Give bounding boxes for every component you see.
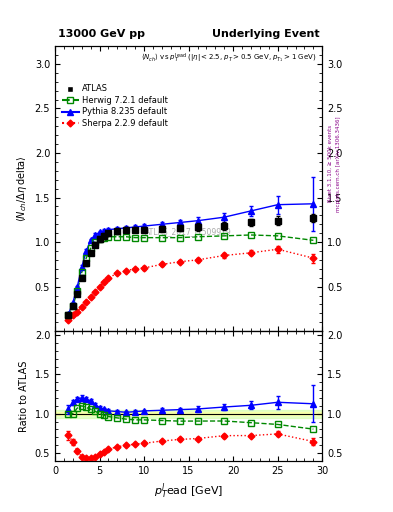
Text: Rivet 3.1.10, ≥ 500k events: Rivet 3.1.10, ≥ 500k events bbox=[328, 125, 333, 202]
X-axis label: $p_T^l$ead [GeV]: $p_T^l$ead [GeV] bbox=[154, 481, 223, 501]
Y-axis label: Ratio to ATLAS: Ratio to ATLAS bbox=[19, 360, 29, 432]
Bar bbox=[55, 410, 322, 418]
Text: mcplots.cern.ch [arXiv:1306.3436]: mcplots.cern.ch [arXiv:1306.3436] bbox=[336, 116, 341, 211]
Text: 13000 GeV pp: 13000 GeV pp bbox=[58, 29, 145, 39]
Bar bbox=[55, 412, 322, 415]
Legend: ATLAS, Herwig 7.2.1 default, Pythia 8.235 default, Sherpa 2.2.9 default: ATLAS, Herwig 7.2.1 default, Pythia 8.23… bbox=[62, 84, 168, 128]
Text: ATLAS_2017_I1509919: ATLAS_2017_I1509919 bbox=[145, 227, 232, 236]
Text: $\langle N_{ch}\rangle$ vs $p_T^{\rm lead}$ ($|\eta|<2.5,\,p_T>0.5$ GeV, $p_{T_1: $\langle N_{ch}\rangle$ vs $p_T^{\rm lea… bbox=[141, 52, 317, 65]
Text: Underlying Event: Underlying Event bbox=[212, 29, 320, 39]
Y-axis label: $\langle N_{ch}/\Delta\eta\,\mathrm{delta}\rangle$: $\langle N_{ch}/\Delta\eta\,\mathrm{delt… bbox=[15, 155, 29, 222]
